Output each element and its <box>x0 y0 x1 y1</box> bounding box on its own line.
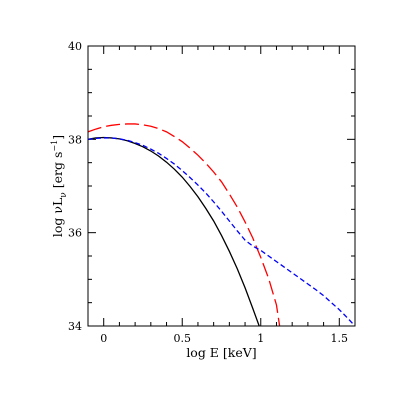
y-tick-label: 38 <box>68 133 82 146</box>
plot-curves <box>88 123 355 326</box>
axis-ticks <box>87 45 356 327</box>
y-axis-label-subscript: ν <box>59 192 69 197</box>
y-axis-label-units-close: ] <box>50 135 65 140</box>
y-tick-label: 34 <box>68 320 82 333</box>
plot-frame <box>87 45 356 327</box>
series-line-short-dash <box>88 137 355 326</box>
y-axis-label-main: log νL <box>50 198 65 237</box>
y-axis-label-units: [erg s <box>50 152 65 189</box>
x-tick-label: 0 <box>100 332 107 345</box>
y-axis-label-units-sup: −1 <box>50 140 59 152</box>
x-tick-label: 0.5 <box>173 332 191 345</box>
x-axis-label: log E [keV] <box>186 345 256 360</box>
series-line-solid <box>88 136 260 326</box>
x-tick-label: 1.5 <box>331 332 349 345</box>
y-tick-label: 40 <box>68 40 82 53</box>
y-tick-label: 36 <box>68 227 82 240</box>
x-tick-label: 1 <box>257 332 264 345</box>
series-line-long-dash <box>88 123 281 326</box>
tick-labels: 0 0.5 1 1.5 34 36 38 40 <box>68 40 348 345</box>
y-axis-label: log νLν [erg s−1] <box>50 135 69 237</box>
